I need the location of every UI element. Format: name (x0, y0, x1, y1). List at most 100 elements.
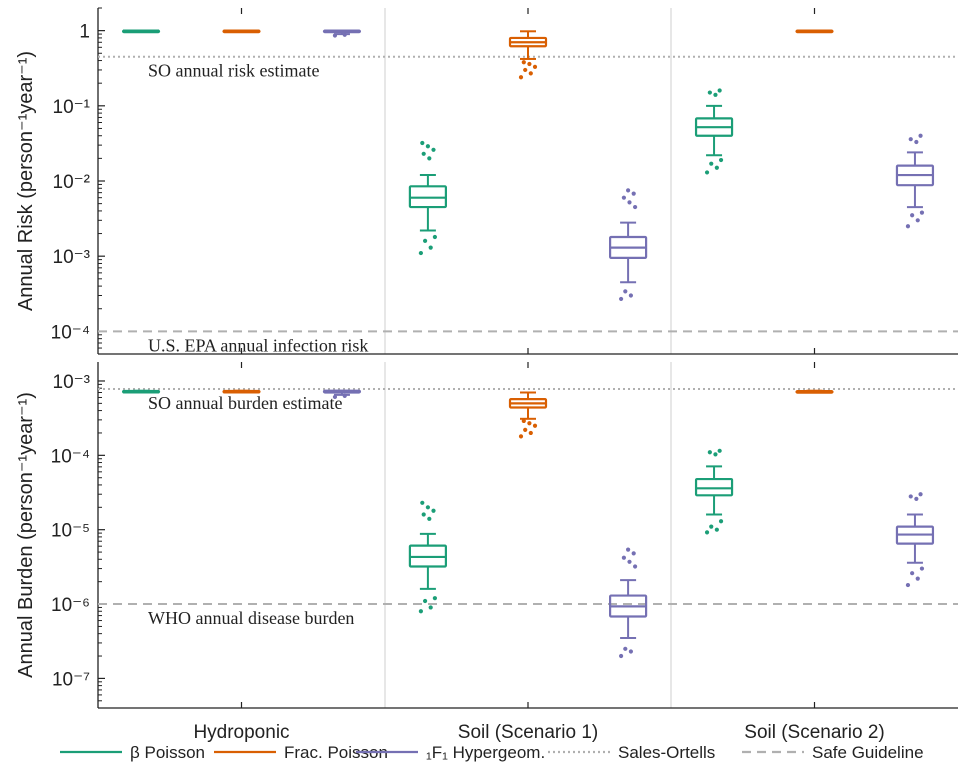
y-tick-label: 1 (79, 22, 90, 43)
y-tick-label: 10⁻⁴ (51, 446, 90, 467)
y-tick-label: 10⁻¹ (53, 97, 91, 118)
outlier-point (527, 421, 532, 426)
outlier-point (627, 200, 632, 205)
category-label: Hydroponic (193, 722, 289, 743)
outlier-point (714, 527, 719, 532)
outlier-point (631, 191, 636, 196)
outlier-point (707, 450, 712, 455)
outlier-point (626, 188, 631, 193)
box-hypergeom-3 (895, 133, 935, 229)
outlier-point (432, 234, 437, 240)
outlier-point (523, 67, 528, 73)
y-tick-label: 10⁻⁷ (52, 669, 90, 690)
outlier-point (428, 605, 433, 610)
outlier-point (905, 224, 911, 229)
outlier-point (423, 598, 428, 604)
box-beta_poisson-2 (408, 140, 447, 256)
iqr-box (694, 477, 734, 497)
outlier-point (919, 210, 925, 215)
outlier-point (423, 238, 428, 243)
outlier-point (420, 500, 425, 505)
panel-2: 10⁻³ 10⁻⁴ 10⁻⁵ 10⁻⁶ 10⁻⁷ Annual Burden (perso… (15, 362, 958, 709)
legend-item: Frac. Poisson (214, 743, 388, 762)
outlier-point (704, 530, 710, 535)
outlier-point (425, 505, 430, 510)
box-beta_poisson-1 (121, 29, 161, 34)
outlier-point (628, 293, 634, 298)
box-hypergeom-2 (608, 547, 648, 659)
y-tick-label: 10⁻³ (53, 372, 91, 393)
outlier-point (623, 646, 628, 651)
outlier-point (619, 296, 624, 302)
outlier-point (914, 496, 919, 501)
legend-item: β Poisson (60, 743, 205, 762)
outlier-point (427, 516, 432, 521)
outlier-point (910, 213, 915, 218)
outlier-point (626, 547, 631, 552)
panel-1: 1 10⁻¹ 10⁻² 10⁻³ 10⁻⁴ Annual Risk (person⁻¹ye… (15, 7, 958, 355)
outlier-point (532, 423, 538, 428)
outlier-point (633, 564, 638, 569)
outlier-point (915, 218, 920, 223)
legend-label: β Poisson (130, 743, 205, 762)
y-tick-label: 10⁻² (53, 172, 91, 193)
box-beta_poisson-3 (694, 448, 734, 535)
box-frac_poisson-2 (508, 391, 548, 439)
outlier-point (532, 64, 538, 69)
outlier-point (518, 434, 524, 439)
y-tick-label: 10⁻⁶ (51, 595, 90, 616)
y-tick-label: 10⁻⁴ (51, 322, 90, 343)
outlier-point (332, 33, 338, 38)
outlier-point (427, 156, 432, 161)
outlier-point (628, 649, 634, 654)
outlier-point (713, 452, 718, 457)
outlier-point (421, 151, 426, 156)
outlier-point (621, 555, 627, 560)
box-frac_poisson-2 (508, 30, 548, 80)
outlier-point (915, 576, 920, 581)
outlier-point (527, 61, 532, 67)
outlier-point (633, 204, 638, 210)
outlier-point (432, 596, 437, 601)
outlier-point (919, 566, 925, 571)
legend-item: ₁F₁ Hypergeom. (356, 743, 545, 762)
outlier-point (709, 161, 714, 166)
outlier-point (713, 92, 718, 97)
category-labels: Hydroponic Soil (Scenario 1) Soil (Scenari… (193, 722, 884, 743)
outlier-point (418, 250, 423, 256)
outlier-point (717, 448, 722, 453)
y-tick-label: 10⁻³ (53, 247, 91, 268)
outlier-point (521, 60, 526, 65)
outlier-point (709, 524, 714, 529)
reference-label: U.S. EPA annual infection risk (148, 335, 368, 355)
box-hypergeom-1 (322, 389, 362, 400)
legend-item: Sales-Ortells (548, 743, 715, 762)
outlier-point (905, 582, 911, 588)
box-frac_poisson-1 (222, 29, 261, 34)
y-axis-title: Annual Burden (person⁻¹year⁻¹) (15, 392, 37, 678)
outlier-point (918, 133, 923, 138)
box-frac_poisson-3 (795, 389, 834, 394)
outlier-point (908, 494, 913, 499)
outlier-point (421, 512, 426, 517)
outlier-point (521, 418, 526, 424)
box-beta_poisson-1 (121, 389, 161, 394)
outlier-point (704, 170, 710, 175)
y-tick-label: 10⁻⁵ (51, 521, 90, 542)
box-frac_poisson-1 (222, 389, 261, 394)
outlier-point (332, 394, 338, 400)
outlier-point (418, 609, 423, 614)
legend: β Poisson Frac. Poisson ₁F₁ Hypergeom. Sale… (60, 743, 924, 762)
outlier-point (631, 551, 636, 556)
outlier-point (627, 559, 632, 564)
outlier-point (623, 289, 628, 294)
legend-label: Frac. Poisson (284, 743, 388, 762)
outlier-point (431, 147, 436, 152)
outlier-point (619, 653, 624, 659)
category-label: Soil (Scenario 2) (744, 722, 884, 743)
reference-label: SO annual risk estimate (148, 61, 319, 81)
outlier-point (342, 393, 347, 399)
outlier-point (918, 492, 923, 497)
outlier-point (908, 137, 913, 142)
legend-label: Sales-Ortells (618, 743, 715, 762)
